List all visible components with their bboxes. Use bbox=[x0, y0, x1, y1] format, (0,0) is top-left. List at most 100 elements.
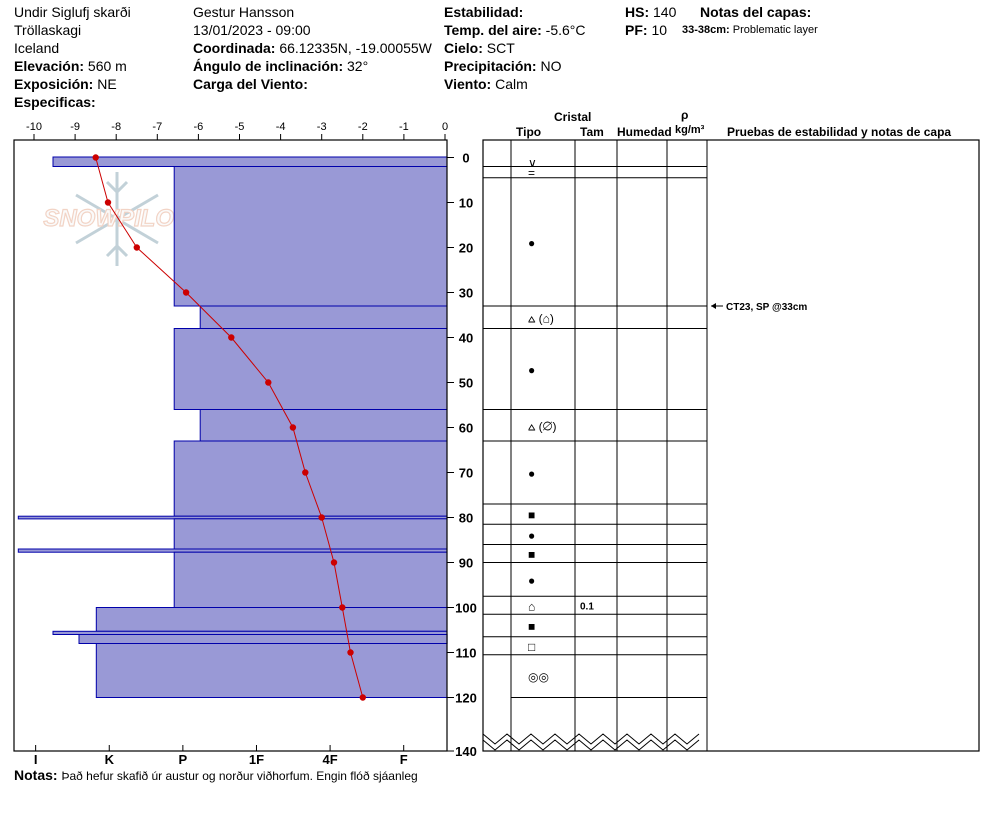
temperature-point bbox=[339, 604, 346, 611]
stability-label: Estabilidad: bbox=[444, 4, 524, 20]
grain-type: ⩟ (⌀) bbox=[528, 419, 557, 433]
hardness-tick-label: 1F bbox=[249, 752, 264, 767]
depth-tick-label: 30 bbox=[459, 286, 473, 301]
hardness-bar bbox=[78, 634, 448, 644]
temperature-point bbox=[133, 244, 140, 251]
hardness-tick-label: I bbox=[34, 752, 38, 767]
temperature-point bbox=[92, 154, 99, 161]
grain-type: ⌂ bbox=[528, 599, 535, 613]
depth-tick-label: 60 bbox=[459, 421, 473, 436]
temp-tick-label: -5 bbox=[235, 121, 245, 133]
col-moisture-header: Humedad bbox=[617, 125, 672, 139]
hs-value: 140 bbox=[653, 4, 677, 20]
layer-note-row: 33-38cm: Problematic layer bbox=[682, 24, 818, 37]
col-size-header: Tam bbox=[580, 125, 604, 139]
wind-load-label: Carga del Viento: bbox=[193, 76, 308, 92]
precip-row: Precipitación: NO bbox=[444, 58, 561, 74]
notes-text: Það hefur skafið úr austur og norður við… bbox=[61, 769, 418, 783]
specifics-label: Especificas: bbox=[14, 94, 96, 110]
stability-test-result: CT23, SP @33cm bbox=[726, 302, 807, 313]
temp-tick-label: -7 bbox=[152, 121, 162, 133]
country-name: Iceland bbox=[14, 40, 60, 56]
grain-type: ■ bbox=[528, 620, 535, 634]
location-name: Undir Siglufj skarði bbox=[14, 4, 131, 20]
depth-tick-label: 50 bbox=[459, 376, 473, 391]
aspect-value: NE bbox=[97, 76, 117, 92]
region-name: Tröllaskagi bbox=[14, 22, 82, 38]
snowpilot-logo: SNOWPILOT bbox=[43, 172, 192, 266]
hs-label: HS: bbox=[625, 4, 650, 20]
temp-tick-label: -2 bbox=[358, 121, 368, 133]
arrow-head-icon bbox=[711, 303, 716, 309]
temp-tick-label: -9 bbox=[70, 121, 80, 133]
temp-tick-label: -4 bbox=[276, 121, 286, 133]
grain-type: ■ bbox=[528, 548, 535, 562]
sky-label: Cielo: bbox=[444, 40, 483, 56]
hardness-bar bbox=[173, 328, 448, 410]
hardness-tick-label: F bbox=[400, 752, 408, 767]
sky-row: Cielo: SCT bbox=[444, 40, 515, 56]
temp-tick-label: -8 bbox=[111, 121, 121, 133]
scale-break-mark bbox=[482, 739, 700, 751]
air-temp-row: Temp. del aire: -5.6°C bbox=[444, 22, 586, 38]
snowflake-icon bbox=[75, 172, 159, 266]
col-crystal-header: Cristal bbox=[554, 110, 592, 124]
hardness-bar bbox=[95, 643, 448, 698]
aspect-row: Exposición: NE bbox=[14, 76, 117, 92]
hardness-tick-label: K bbox=[105, 752, 115, 767]
grain-type: ⩟ (⌂) bbox=[528, 311, 554, 325]
elevation-value: 560 m bbox=[87, 58, 127, 74]
grain-type: □ bbox=[528, 640, 535, 654]
grain-type: ● bbox=[528, 528, 535, 542]
coordinate-label: Coordinada: bbox=[193, 40, 276, 56]
depth-tick-label: 140 bbox=[455, 744, 477, 759]
grain-type: ● bbox=[528, 363, 535, 377]
wind-row: Viento: Calm bbox=[444, 76, 528, 92]
hardness-bar bbox=[173, 166, 448, 307]
depth-tick-label: 100 bbox=[455, 601, 477, 616]
layer-note-range: 33-38cm: bbox=[682, 24, 730, 36]
col-density-unit: kg/m³ bbox=[675, 124, 705, 136]
hs-row: HS: 140 bbox=[625, 4, 676, 20]
hardness-bar bbox=[199, 305, 448, 329]
hardness-bar bbox=[199, 409, 448, 442]
temperature-point bbox=[318, 514, 325, 521]
temperature-point bbox=[359, 694, 366, 701]
layer-note-text: Problematic layer bbox=[732, 24, 818, 36]
logo-text: SNOWPILOT bbox=[43, 205, 191, 232]
grain-type: = bbox=[528, 166, 535, 180]
temperature-point bbox=[302, 469, 309, 476]
depth-tick-label: 10 bbox=[459, 196, 473, 211]
temperature-point bbox=[265, 379, 272, 386]
grain-type: ∨ bbox=[528, 156, 537, 170]
grain-type: ● bbox=[528, 236, 535, 250]
incline-row: Ángulo de inclinación: 32° bbox=[193, 58, 368, 74]
hardness-tick-label: P bbox=[179, 752, 188, 767]
scale-break-mark bbox=[482, 733, 700, 745]
temp-tick-label: -6 bbox=[194, 121, 204, 133]
pf-value: 10 bbox=[651, 22, 668, 38]
depth-tick-label: 40 bbox=[459, 331, 473, 346]
hardness-bar bbox=[173, 440, 448, 517]
air-temp-label: Temp. del aire: bbox=[444, 22, 542, 38]
observation-datetime: 13/01/2023 - 09:00 bbox=[193, 22, 311, 38]
notes-row: Notas: Það hefur skafið úr austur og nor… bbox=[14, 767, 418, 783]
temp-tick-label: -1 bbox=[399, 121, 409, 133]
depth-tick-label: 80 bbox=[459, 511, 473, 526]
depth-tick-label: 110 bbox=[456, 646, 477, 661]
depth-tick-label: 90 bbox=[459, 556, 473, 571]
precip-value: NO bbox=[540, 58, 562, 74]
temperature-point bbox=[228, 334, 235, 341]
hardness-bar bbox=[95, 607, 448, 632]
depth-tick-label: 0 bbox=[462, 151, 469, 166]
temp-tick-label: -3 bbox=[317, 121, 327, 133]
temperature-point bbox=[347, 649, 354, 656]
hardness-tick-label: 4F bbox=[323, 752, 338, 767]
depth-tick-label: 120 bbox=[455, 691, 477, 706]
coordinate-value: 66.12335N, -19.00055W bbox=[279, 40, 432, 56]
temperature-point bbox=[182, 289, 190, 296]
hardness-bar bbox=[52, 156, 448, 167]
hardness-plot-frame bbox=[13, 139, 448, 752]
sky-value: SCT bbox=[486, 40, 515, 56]
pf-row: PF: 10 bbox=[625, 22, 667, 38]
